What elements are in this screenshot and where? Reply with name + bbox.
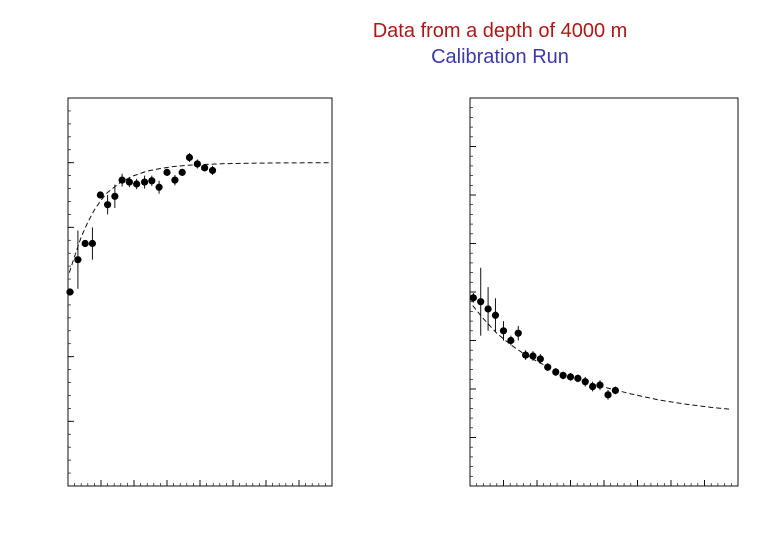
data-point xyxy=(499,327,508,335)
data-point xyxy=(81,239,89,248)
data-point xyxy=(559,371,567,380)
data-point xyxy=(133,180,141,188)
data-point xyxy=(163,168,171,176)
data-point xyxy=(604,391,612,399)
fit-curve xyxy=(472,305,732,410)
data-point xyxy=(536,355,544,363)
plot-frame xyxy=(67,97,333,487)
data-point xyxy=(193,160,201,168)
data-point xyxy=(111,192,119,200)
plot-frame xyxy=(469,97,739,487)
data-point xyxy=(589,382,597,391)
data-point xyxy=(66,288,74,296)
data-point xyxy=(514,329,522,337)
data-point xyxy=(469,294,477,302)
data-point xyxy=(178,168,186,176)
data-point xyxy=(552,368,560,376)
timing-corrections-panel xyxy=(66,97,333,487)
data-point xyxy=(96,191,104,199)
data-point xyxy=(155,183,163,191)
data-point xyxy=(574,374,582,382)
time-resolution-panel xyxy=(469,97,739,487)
data-point xyxy=(477,298,485,306)
data-point xyxy=(611,386,619,395)
data-point xyxy=(88,239,97,248)
data-point xyxy=(104,201,112,209)
data-point xyxy=(529,352,537,360)
data-point xyxy=(566,373,575,381)
data-point xyxy=(171,176,179,184)
data-point xyxy=(596,381,604,389)
data-point xyxy=(581,378,589,386)
data-point xyxy=(185,153,194,162)
data-point xyxy=(484,305,492,313)
headline-run: Calibration Run xyxy=(431,46,569,68)
data-point xyxy=(118,176,126,184)
data-point xyxy=(491,311,500,319)
data-point xyxy=(201,164,209,172)
data-point xyxy=(208,166,217,175)
fit-curve xyxy=(68,162,332,273)
data-point xyxy=(507,336,515,345)
data-point xyxy=(148,177,156,185)
data-point xyxy=(140,178,149,186)
data-point xyxy=(522,351,530,359)
headline-depth: Data from a depth of 4000 m xyxy=(372,20,628,42)
data-point xyxy=(544,363,552,371)
data-point xyxy=(125,178,133,186)
data-point xyxy=(74,256,82,264)
